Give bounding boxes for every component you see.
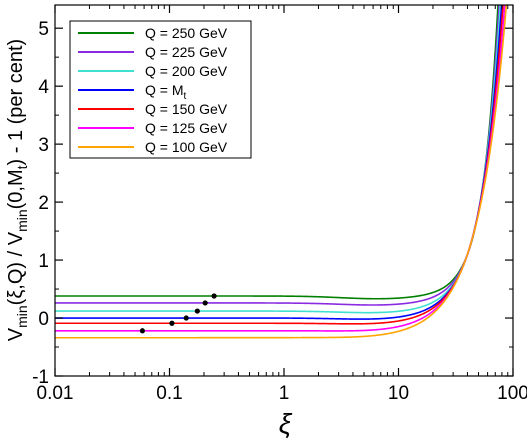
series-line [55,5,503,320]
data-point [202,300,208,306]
legend-label: Q = 250 GeV [145,25,228,41]
data-point [139,328,146,334]
data-point [194,308,200,314]
x-tick-label: 100 [497,383,527,404]
data-point [183,315,189,321]
y-tick-label: 5 [38,19,49,40]
series-line [55,5,508,339]
x-axis-label: ξ [279,408,293,439]
legend-label: Q = 125 GeV [145,120,228,136]
series-markers [139,293,217,334]
series-line [55,5,500,306]
legend-label: Q = 100 GeV [145,139,228,155]
series-curves [55,5,508,339]
x-tick-label: 10 [388,383,409,404]
x-tick-label: 1 [279,383,290,404]
legend-label: Q = Mt [145,82,187,102]
y-tick-label: 3 [38,135,49,156]
y-tick-label: 0 [38,309,49,330]
legend-label: Q = 150 GeV [145,101,228,117]
legend-label: Q = 225 GeV [145,44,228,60]
y-tick-label: 1 [38,251,49,272]
axes: 0.01 0.1 1 10 100 -1 0 1 2 3 4 5 [32,4,527,404]
y-tick-label: 2 [38,193,49,214]
data-point [211,293,217,299]
y-tick-label: 4 [38,77,49,98]
legend-label: Q = 200 GeV [145,63,228,79]
y-tick-label: -1 [32,367,49,388]
series-line [55,5,506,332]
series-line [55,5,502,314]
data-point [169,320,175,326]
x-tick-label: 0.01 [37,383,74,404]
series-line [55,5,504,325]
y-axis-label: Vmin(ξ,Q) / Vmin(0,Mt) - 1 (per cent) [5,39,30,341]
x-tick-label: 0.1 [156,383,182,404]
series-line [55,5,499,300]
